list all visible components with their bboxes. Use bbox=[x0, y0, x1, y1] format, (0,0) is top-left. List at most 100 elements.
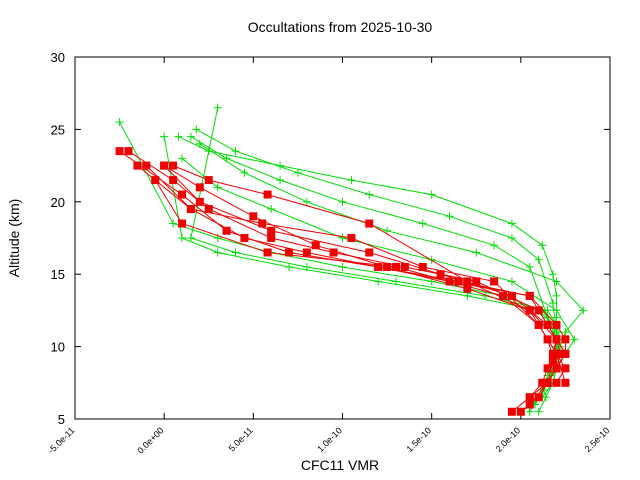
data-point-square bbox=[178, 219, 186, 228]
data-point-plus bbox=[192, 125, 201, 134]
data-point-plus bbox=[365, 190, 374, 199]
data-point-plus bbox=[561, 328, 570, 337]
profile-line bbox=[137, 165, 566, 384]
data-point-square bbox=[534, 393, 543, 402]
data-point-plus bbox=[338, 197, 347, 206]
y-axis-label: Altitude (km) bbox=[6, 199, 22, 278]
profile-line bbox=[154, 179, 566, 383]
y-tick-label: 20 bbox=[51, 195, 65, 210]
series-red-square bbox=[115, 147, 570, 416]
data-point-square bbox=[543, 378, 552, 387]
data-point-plus bbox=[222, 154, 231, 163]
data-point-square bbox=[552, 320, 561, 329]
x-tick-label: 2.0e-10 bbox=[494, 425, 523, 454]
y-tick-label: 10 bbox=[51, 340, 65, 355]
data-point-plus bbox=[418, 219, 427, 228]
data-point-square bbox=[561, 335, 570, 344]
data-point-plus bbox=[552, 342, 561, 351]
data-point-plus bbox=[490, 241, 499, 250]
data-point-square bbox=[186, 205, 195, 214]
profile-line bbox=[145, 165, 566, 398]
data-point-plus bbox=[427, 190, 436, 199]
x-tick-label: -5.0e-11 bbox=[46, 425, 76, 455]
data-point-square bbox=[204, 176, 213, 185]
data-point-square bbox=[222, 226, 231, 235]
data-point-plus bbox=[534, 407, 543, 416]
data-point-square bbox=[263, 248, 272, 257]
data-point-plus bbox=[293, 168, 302, 177]
data-point-square bbox=[133, 161, 142, 170]
data-point-plus bbox=[240, 168, 249, 177]
data-point-square bbox=[552, 349, 561, 358]
data-point-plus bbox=[534, 255, 543, 264]
data-point-square bbox=[561, 378, 570, 387]
data-point-square bbox=[463, 277, 472, 286]
data-point-plus bbox=[169, 219, 178, 228]
data-point-plus bbox=[507, 277, 516, 286]
data-point-square bbox=[543, 320, 552, 329]
data-point-square bbox=[552, 335, 561, 344]
y-tick-label: 15 bbox=[51, 267, 65, 282]
data-point-square bbox=[507, 291, 516, 300]
data-point-plus bbox=[525, 262, 534, 271]
x-tick-label: 5.0e-11 bbox=[227, 425, 255, 453]
data-point-plus bbox=[548, 270, 557, 279]
data-point-square bbox=[311, 241, 320, 250]
data-point-plus bbox=[541, 393, 550, 402]
data-point-plus bbox=[285, 262, 293, 271]
chart-title: Occultations from 2025-10-30 bbox=[248, 19, 433, 35]
data-point-plus bbox=[213, 248, 222, 257]
data-point-square bbox=[142, 161, 151, 170]
data-point-square bbox=[561, 364, 570, 373]
data-point-square bbox=[543, 335, 552, 344]
profile-line bbox=[119, 121, 557, 413]
data-point-plus bbox=[276, 161, 285, 170]
data-point-square bbox=[365, 219, 374, 228]
data-point-square bbox=[124, 147, 133, 156]
data-point-square bbox=[115, 147, 124, 156]
data-point-square bbox=[195, 197, 204, 206]
x-axis-label: CFC11 VMR bbox=[301, 457, 379, 473]
data-point-plus bbox=[204, 147, 213, 156]
data-point-plus bbox=[427, 255, 436, 264]
data-point-plus bbox=[445, 212, 454, 221]
data-point-plus bbox=[570, 335, 579, 344]
data-point-plus bbox=[231, 248, 240, 257]
data-point-plus bbox=[338, 234, 347, 242]
profile-line bbox=[178, 136, 557, 318]
data-point-square bbox=[365, 248, 374, 257]
profile-line bbox=[199, 143, 584, 405]
data-point-plus bbox=[186, 132, 195, 141]
data-point-square bbox=[240, 234, 249, 242]
data-point-square bbox=[151, 176, 160, 185]
data-point-square bbox=[548, 357, 557, 366]
data-point-plus bbox=[302, 262, 311, 271]
data-point-plus bbox=[186, 234, 195, 242]
data-point-plus bbox=[213, 103, 222, 112]
x-tick-label: 1.5e-10 bbox=[404, 425, 433, 454]
data-point-plus bbox=[507, 219, 516, 228]
data-point-square bbox=[374, 262, 383, 271]
data-point-square bbox=[525, 306, 534, 315]
data-point-square bbox=[418, 262, 427, 271]
data-point-square bbox=[436, 270, 445, 279]
data-point-plus bbox=[213, 183, 222, 192]
x-tick-label: 2.5e-10 bbox=[583, 425, 612, 454]
data-point-plus bbox=[579, 306, 588, 315]
data-point-square bbox=[392, 262, 400, 271]
data-point-plus bbox=[160, 132, 169, 141]
data-point-square bbox=[561, 349, 570, 358]
data-point-square bbox=[538, 378, 547, 387]
y-tick-label: 5 bbox=[58, 412, 65, 427]
data-point-square bbox=[525, 400, 534, 409]
data-point-square bbox=[169, 161, 178, 170]
data-point-square bbox=[534, 306, 543, 315]
data-point-square bbox=[178, 190, 186, 199]
profile-line bbox=[163, 136, 561, 398]
data-point-square bbox=[472, 277, 481, 286]
y-tick-label: 25 bbox=[51, 122, 65, 137]
data-point-square bbox=[490, 277, 499, 286]
data-point-plus bbox=[174, 132, 183, 141]
data-point-plus bbox=[338, 262, 347, 271]
data-point-plus bbox=[552, 328, 561, 337]
